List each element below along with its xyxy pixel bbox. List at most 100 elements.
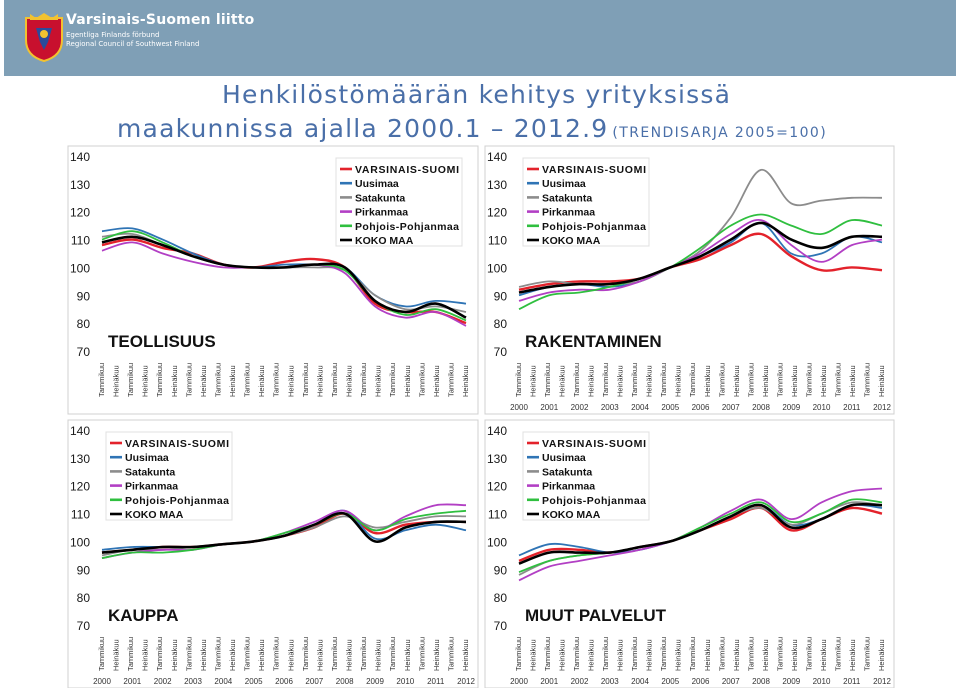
- x-tick-label: Heinäkuu: [257, 639, 266, 671]
- x-year-label: 2011: [427, 677, 445, 686]
- x-tick-label: Tammikuu: [97, 637, 106, 671]
- x-year-label: 2000: [93, 677, 111, 686]
- series-line-koko-maa: [101, 511, 467, 554]
- y-tick-label: 90: [77, 563, 91, 577]
- legend-entry-koko-maa: KOKO MAA: [542, 235, 601, 247]
- x-year-label: 2012: [873, 403, 891, 412]
- y-tick-label: 70: [77, 619, 91, 633]
- legend-entry-uusimaa: Uusimaa: [542, 452, 586, 464]
- series-line-koko-maa: [518, 221, 883, 294]
- legend-entry-satakunta: Satakunta: [542, 466, 592, 478]
- x-tick-label: Heinäkuu: [558, 365, 567, 397]
- x-tick-label: Tammikuu: [804, 363, 813, 397]
- x-tick-label: Tammikuu: [272, 363, 281, 397]
- x-year-label: 2005: [661, 403, 679, 412]
- x-tick-label: Tammikuu: [97, 363, 106, 397]
- x-tick-label: Tammikuu: [155, 363, 164, 397]
- x-tick-label: Heinäkuu: [819, 365, 828, 397]
- legend-entry-varsinais-suomi: VARSINAIS-SUOMI: [542, 164, 646, 176]
- x-tick-label: Heinäkuu: [790, 639, 799, 671]
- legend-entry-satakunta: Satakunta: [355, 192, 405, 204]
- x-year-label: 2001: [540, 677, 558, 686]
- x-tick-label: Heinäkuu: [616, 639, 625, 671]
- x-tick-label: Heinäkuu: [286, 639, 295, 671]
- legend-entry-varsinais-suomi: VARSINAIS-SUOMI: [542, 438, 646, 450]
- legend-entry-koko-maa: KOKO MAA: [542, 509, 601, 521]
- y-tick-label: 140: [70, 424, 90, 438]
- legend-box: [522, 157, 650, 247]
- x-tick-label: Tammikuu: [514, 363, 523, 397]
- chart-teollisuus: 70 80 90 100 110 120 130 140 Tammikuu Heinäkuu Tam…: [67, 145, 479, 415]
- header-banner: Varsinais-Suomen liitto Egentliga Finlan…: [4, 0, 956, 76]
- x-tick-label: Tammikuu: [243, 637, 252, 671]
- x-year-label: 2004: [631, 403, 649, 412]
- x-year-label: 2010: [396, 677, 414, 686]
- x-tick-label: Heinäkuu: [674, 365, 683, 397]
- x-tick-label: Heinäkuu: [403, 639, 412, 671]
- x-tick-label: Heinäkuu: [645, 639, 654, 671]
- x-tick-label: Heinäkuu: [732, 639, 741, 671]
- legend-entry-uusimaa: Uusimaa: [355, 178, 399, 190]
- legend-entry-satakunta: Satakunta: [125, 466, 175, 478]
- x-year-label: 2009: [366, 677, 384, 686]
- legend-box: [335, 157, 463, 247]
- y-tick-label: 130: [70, 452, 90, 466]
- x-tick-label: Tammikuu: [717, 363, 726, 397]
- y-tick-label: 80: [494, 317, 508, 331]
- x-tick-label: Heinäkuu: [141, 639, 150, 671]
- x-tick-label: Tammikuu: [863, 363, 872, 397]
- series-line-koko-maa: [518, 502, 883, 565]
- x-tick-label: Tammikuu: [688, 637, 697, 671]
- x-year-label: 2003: [601, 677, 619, 686]
- x-tick-label: Heinäkuu: [374, 639, 383, 671]
- x-tick-label: Heinäkuu: [877, 639, 886, 671]
- x-year-label: 2006: [692, 677, 710, 686]
- x-tick-label: Tammikuu: [543, 637, 552, 671]
- x-tick-label: Tammikuu: [543, 363, 552, 397]
- x-tick-label: Heinäkuu: [199, 639, 208, 671]
- x-tick-label: Heinäkuu: [170, 365, 179, 397]
- x-tick-label: Tammikuu: [717, 637, 726, 671]
- y-tick-label: 90: [494, 563, 508, 577]
- y-tick-label: 140: [487, 150, 507, 164]
- y-tick-label: 110: [488, 508, 507, 522]
- page-title-period: maakunnissa ajalla 2000.1 – 2012.9: [117, 114, 609, 143]
- x-tick-label: Tammikuu: [388, 363, 397, 397]
- y-tick-label: 70: [494, 619, 508, 633]
- x-year-label: 2003: [184, 677, 202, 686]
- x-tick-label: Heinäkuu: [732, 365, 741, 397]
- x-tick-label: Heinäkuu: [848, 639, 857, 671]
- page-title-line-1: Henkilöstömäärän kehitys yrityksissä: [222, 80, 732, 109]
- x-tick-label: Heinäkuu: [432, 639, 441, 671]
- chart-title: RAKENTAMINEN: [525, 332, 662, 351]
- x-year-label: 2006: [692, 403, 710, 412]
- x-tick-label: Heinäkuu: [345, 365, 354, 397]
- x-tick-label: Tammikuu: [446, 637, 455, 671]
- legend-entry-koko-maa: KOKO MAA: [355, 235, 414, 247]
- x-tick-label: Heinäkuu: [848, 365, 857, 397]
- x-tick-label: Tammikuu: [184, 363, 193, 397]
- coat-of-arms-logo: [25, 13, 63, 62]
- x-tick-label: Heinäkuu: [228, 639, 237, 671]
- organization-subtitle-swedish: Egentliga Finlands förbund: [66, 31, 160, 39]
- x-year-label: 2008: [336, 677, 354, 686]
- x-tick-label: Heinäkuu: [616, 365, 625, 397]
- x-tick-label: Tammikuu: [272, 637, 281, 671]
- x-year-label: 2007: [722, 403, 740, 412]
- x-tick-label: Heinäkuu: [199, 365, 208, 397]
- x-tick-label: Heinäkuu: [461, 639, 470, 671]
- x-tick-label: Tammikuu: [746, 363, 755, 397]
- x-tick-label: Tammikuu: [630, 637, 639, 671]
- x-tick-label: Tammikuu: [301, 637, 310, 671]
- legend-entry-pohjois-pohjanmaa: Pohjois-Pohjanmaa: [125, 495, 229, 507]
- x-tick-label: Heinäkuu: [587, 639, 596, 671]
- legend-entry-pohjois-pohjanmaa: Pohjois-Pohjanmaa: [355, 221, 459, 233]
- x-tick-label: Tammikuu: [630, 363, 639, 397]
- x-tick-label: Tammikuu: [417, 363, 426, 397]
- x-tick-label: Heinäkuu: [432, 365, 441, 397]
- x-tick-label: Tammikuu: [243, 363, 252, 397]
- x-tick-label: Tammikuu: [833, 363, 842, 397]
- x-tick-label: Heinäkuu: [703, 365, 712, 397]
- page-title-suffix: (TRENDISARJA 2005=100): [612, 125, 828, 141]
- y-tick-label: 80: [77, 317, 91, 331]
